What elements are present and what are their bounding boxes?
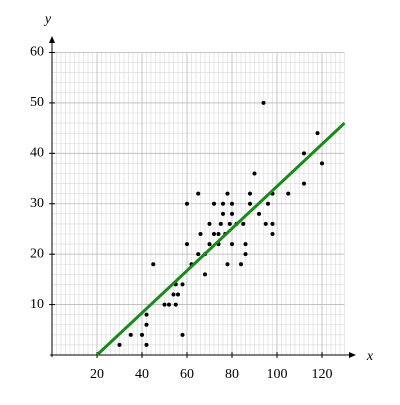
data-point	[151, 262, 156, 267]
data-point	[198, 232, 203, 236]
data-point	[162, 302, 167, 307]
data-point	[144, 322, 149, 327]
data-point	[248, 201, 252, 206]
data-point	[218, 221, 223, 226]
x-axis-arrow	[349, 352, 356, 358]
data-point	[207, 242, 212, 247]
data-point	[263, 221, 268, 226]
data-point	[266, 201, 270, 206]
data-point	[221, 211, 225, 216]
data-point	[257, 211, 261, 216]
data-point	[212, 201, 216, 206]
data-point	[227, 221, 232, 226]
data-point	[230, 201, 234, 206]
y-axis-label: y	[43, 12, 52, 27]
data-point	[171, 292, 176, 297]
data-point	[243, 252, 248, 257]
data-point	[302, 181, 306, 186]
x-tick-label: 80	[225, 367, 239, 382]
data-point	[225, 191, 230, 196]
data-point	[270, 232, 275, 236]
data-point	[180, 282, 185, 287]
data-point	[239, 262, 243, 267]
data-point	[261, 100, 266, 105]
data-point	[173, 302, 178, 307]
x-tick-label: 60	[180, 367, 194, 382]
data-point	[140, 332, 144, 337]
data-point	[167, 302, 171, 307]
x-axis-label: x	[366, 349, 374, 364]
data-point	[230, 211, 234, 216]
data-point	[302, 151, 306, 156]
y-tick-label: 60	[30, 45, 44, 60]
data-point	[203, 272, 207, 277]
data-point	[176, 292, 180, 297]
x-tick-label: 100	[267, 367, 288, 382]
data-point	[185, 201, 189, 206]
data-point	[286, 191, 291, 196]
x-tick-label: 120	[312, 367, 333, 382]
data-point	[225, 262, 230, 267]
y-axis-arrow	[49, 36, 55, 43]
data-point	[180, 332, 185, 337]
data-point	[221, 201, 225, 206]
data-point	[248, 191, 252, 196]
data-point	[207, 221, 212, 226]
data-point	[252, 171, 257, 176]
data-point	[320, 161, 324, 166]
data-point	[196, 191, 201, 196]
data-point	[128, 332, 133, 337]
y-tick-label: 50	[30, 95, 44, 110]
data-point	[243, 242, 248, 247]
data-point	[144, 312, 149, 317]
data-point	[144, 342, 149, 347]
x-tick-label: 20	[90, 367, 104, 382]
regression-line	[95, 121, 346, 357]
data-point	[196, 252, 201, 257]
data-point	[241, 221, 246, 226]
x-tick-label: 40	[135, 367, 149, 382]
data-point	[212, 232, 216, 236]
data-point	[216, 232, 221, 236]
y-tick-label: 10	[30, 297, 44, 312]
data-point	[185, 242, 189, 247]
data-point	[230, 242, 234, 247]
data-point	[315, 131, 320, 136]
y-tick-label: 30	[30, 196, 44, 211]
y-tick-label: 40	[30, 146, 44, 161]
y-tick-label: 20	[30, 246, 44, 261]
data-point	[270, 221, 275, 226]
data-point	[117, 342, 122, 347]
